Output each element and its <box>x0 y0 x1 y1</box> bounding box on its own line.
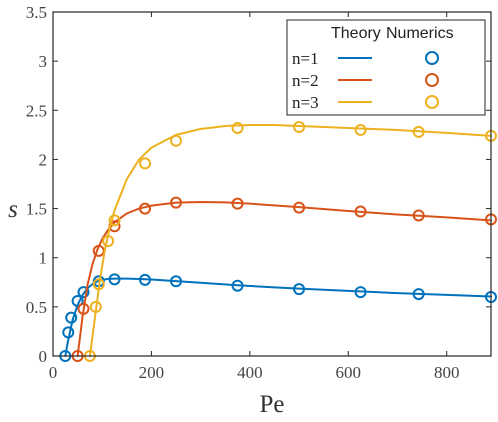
numerics-point <box>412 209 425 222</box>
ticks-layer: 0 200 400 600 800 0 0.5 1 1.5 2 2.5 3 3.5 <box>26 3 491 382</box>
series-2 <box>71 196 497 362</box>
numerics-point <box>139 273 152 286</box>
numerics-point <box>139 202 152 215</box>
y-tick-label: 2 <box>39 150 48 169</box>
legend-header-numerics: Numerics <box>386 25 454 42</box>
numerics-point <box>139 157 152 170</box>
numerics-point <box>354 205 367 218</box>
numerics-point <box>62 326 75 339</box>
y-tick-label: 2.5 <box>26 101 47 120</box>
legend-marker-1 <box>425 51 439 65</box>
series-3 <box>83 120 497 362</box>
numerics-point <box>170 134 183 147</box>
legend: Theory Numerics n=1 n=2 n=3 <box>286 19 486 116</box>
plot-frame <box>52 11 492 357</box>
numerics-point <box>102 235 115 248</box>
legend-rows: n=1 n=2 n=3 <box>292 49 439 112</box>
numerics-point <box>77 302 90 315</box>
y-tick-label: 3.5 <box>26 3 47 22</box>
y-tick-label: 1.5 <box>26 200 47 219</box>
numerics-point <box>293 283 306 296</box>
numerics-point <box>293 201 306 214</box>
numerics-point <box>354 286 367 299</box>
legend-marker-3 <box>425 95 439 109</box>
y-tick-label: 3 <box>39 52 48 71</box>
numerics-point <box>231 279 244 292</box>
x-axis-title: Pe <box>260 391 285 418</box>
legend-box <box>286 19 486 116</box>
numerics-point <box>170 275 183 288</box>
y-tick-label: 0 <box>39 347 48 366</box>
legend-marker-2 <box>425 73 439 87</box>
x-tick-label: 800 <box>434 363 460 382</box>
numerics-point <box>71 294 84 307</box>
numerics-point <box>89 300 102 313</box>
y-tick-label: 1 <box>39 249 48 268</box>
numerics-point <box>108 214 121 227</box>
numerics-point <box>170 196 183 209</box>
numerics-point <box>354 123 367 136</box>
numerics-point <box>412 288 425 301</box>
legend-label-3: n=3 <box>292 93 319 112</box>
legend-header-theory: Theory <box>331 25 381 42</box>
numerics-point <box>293 120 306 133</box>
theory-line-3 <box>88 124 492 357</box>
legend-label-1: n=1 <box>292 49 319 68</box>
theory-line-1 <box>64 277 492 357</box>
x-tick-label: 600 <box>336 363 362 382</box>
series-1 <box>59 273 497 362</box>
numerics-point <box>77 286 90 299</box>
numerics-point <box>412 125 425 138</box>
y-tick-label: 0.5 <box>26 298 47 317</box>
numerics-point <box>231 121 244 134</box>
numerics-point <box>65 311 78 324</box>
numerics-point <box>92 278 105 291</box>
legend-label-2: n=2 <box>292 71 319 90</box>
x-tick-label: 0 <box>49 363 58 382</box>
data-layer <box>59 120 497 362</box>
x-tick-label: 200 <box>139 363 165 382</box>
numerics-point <box>231 197 244 210</box>
x-tick-label: 400 <box>237 363 263 382</box>
y-axis-title: s <box>8 196 18 223</box>
numerics-point <box>108 273 121 286</box>
